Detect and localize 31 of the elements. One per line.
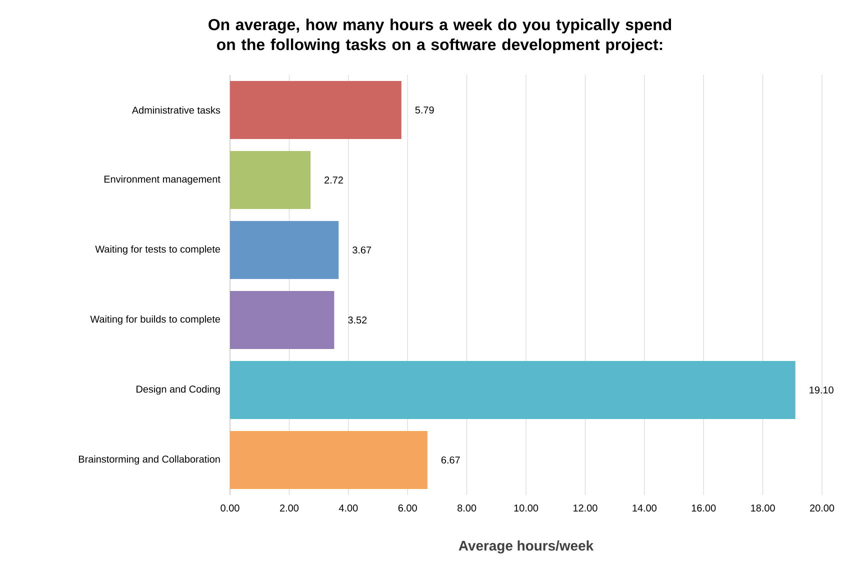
x-axis-title: Average hours/week [458, 540, 594, 554]
y-tick-label: Waiting for builds to complete [90, 315, 220, 325]
chart-title: On average, how many hours a week do you typically spend on the following tasks on a software development project: [208, 18, 672, 54]
data-label: 6.67 [441, 456, 460, 464]
data-label: 5.79 [415, 106, 434, 114]
x-tick-label: 12.00 [574, 504, 598, 512]
x-tick-label: 4.00 [338, 504, 358, 512]
data-label: 19.10 [810, 386, 834, 394]
x-tick-label: 16.00 [692, 504, 716, 512]
x-tick-label: 10.00 [514, 504, 538, 512]
y-tick-label: Administrative tasks [132, 106, 220, 114]
bar [230, 361, 796, 420]
x-tick-label: 18.00 [751, 504, 775, 512]
data-label: 2.72 [324, 176, 343, 184]
bar [230, 151, 311, 210]
data-label: 3.67 [352, 246, 372, 254]
bar [230, 81, 402, 140]
x-tick-label: 0.00 [220, 504, 240, 512]
data-label: 3.52 [348, 316, 367, 324]
y-tick-label: Environment management [104, 175, 220, 185]
bar [230, 291, 334, 350]
x-tick-label: 2.00 [280, 504, 299, 512]
x-tick-label: 6.00 [398, 504, 417, 512]
y-tick-label: Design and Coding [136, 385, 220, 395]
y-tick-label: Waiting for tests to complete [95, 245, 220, 255]
bar [230, 431, 428, 490]
x-tick-label: 14.00 [632, 504, 656, 512]
y-tick-label: Brainstorming and Collaboration [78, 455, 220, 465]
x-tick-label: 20.00 [810, 504, 834, 512]
bar [230, 221, 339, 280]
x-tick-label: 8.00 [458, 504, 476, 512]
